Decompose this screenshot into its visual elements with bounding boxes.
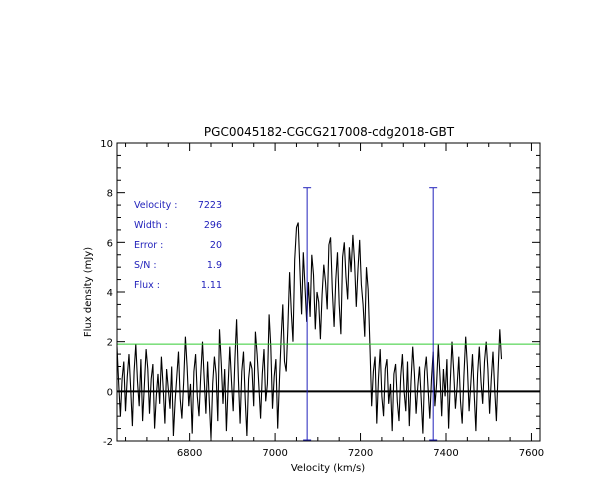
x-axis-title: Velocity (km/s) xyxy=(291,463,365,474)
chart-title: PGC0045182-CGCG217008-cdg2018-GBT xyxy=(204,125,455,139)
y-tick-label: 10 xyxy=(100,139,113,150)
measurement-value: 7223 xyxy=(198,200,222,211)
measurement-value: 296 xyxy=(204,220,222,231)
measurement-value: 20 xyxy=(210,240,222,251)
spectrum-series-line xyxy=(117,222,503,439)
y-axis-title: Flux density (mJy) xyxy=(83,247,94,337)
x-tick-label: 7200 xyxy=(348,448,373,459)
measurement-value: 1.9 xyxy=(207,260,222,271)
y-tick-label: 0 xyxy=(107,387,113,398)
y-tick-label: -2 xyxy=(103,437,113,448)
measurement-label: Width : xyxy=(134,220,168,231)
x-tick-label: 7400 xyxy=(433,448,458,459)
y-tick-label: 6 xyxy=(107,238,113,249)
measurement-label: S/N : xyxy=(134,260,157,271)
plot-area xyxy=(117,187,540,441)
axis-ticks: 6800 7000 7200 7400 7600 -2 0 2 4 6 8 10 xyxy=(100,139,544,459)
measurement-value: 1.11 xyxy=(201,280,222,291)
x-tick-label: 7000 xyxy=(262,448,287,459)
measurement-label: Flux : xyxy=(134,280,160,291)
x-tick-label: 6800 xyxy=(177,448,202,459)
y-tick-label: 2 xyxy=(107,338,113,349)
measurement-label: Velocity : xyxy=(134,200,178,211)
y-tick-label: 8 xyxy=(107,189,113,200)
measurement-label: Error : xyxy=(134,240,163,251)
x-tick-label: 7600 xyxy=(519,448,544,459)
measurement-panel: Velocity : 7223 Width : 296 Error : 20 S/N : 1.… xyxy=(134,200,222,291)
y-tick-label: 4 xyxy=(107,288,113,299)
